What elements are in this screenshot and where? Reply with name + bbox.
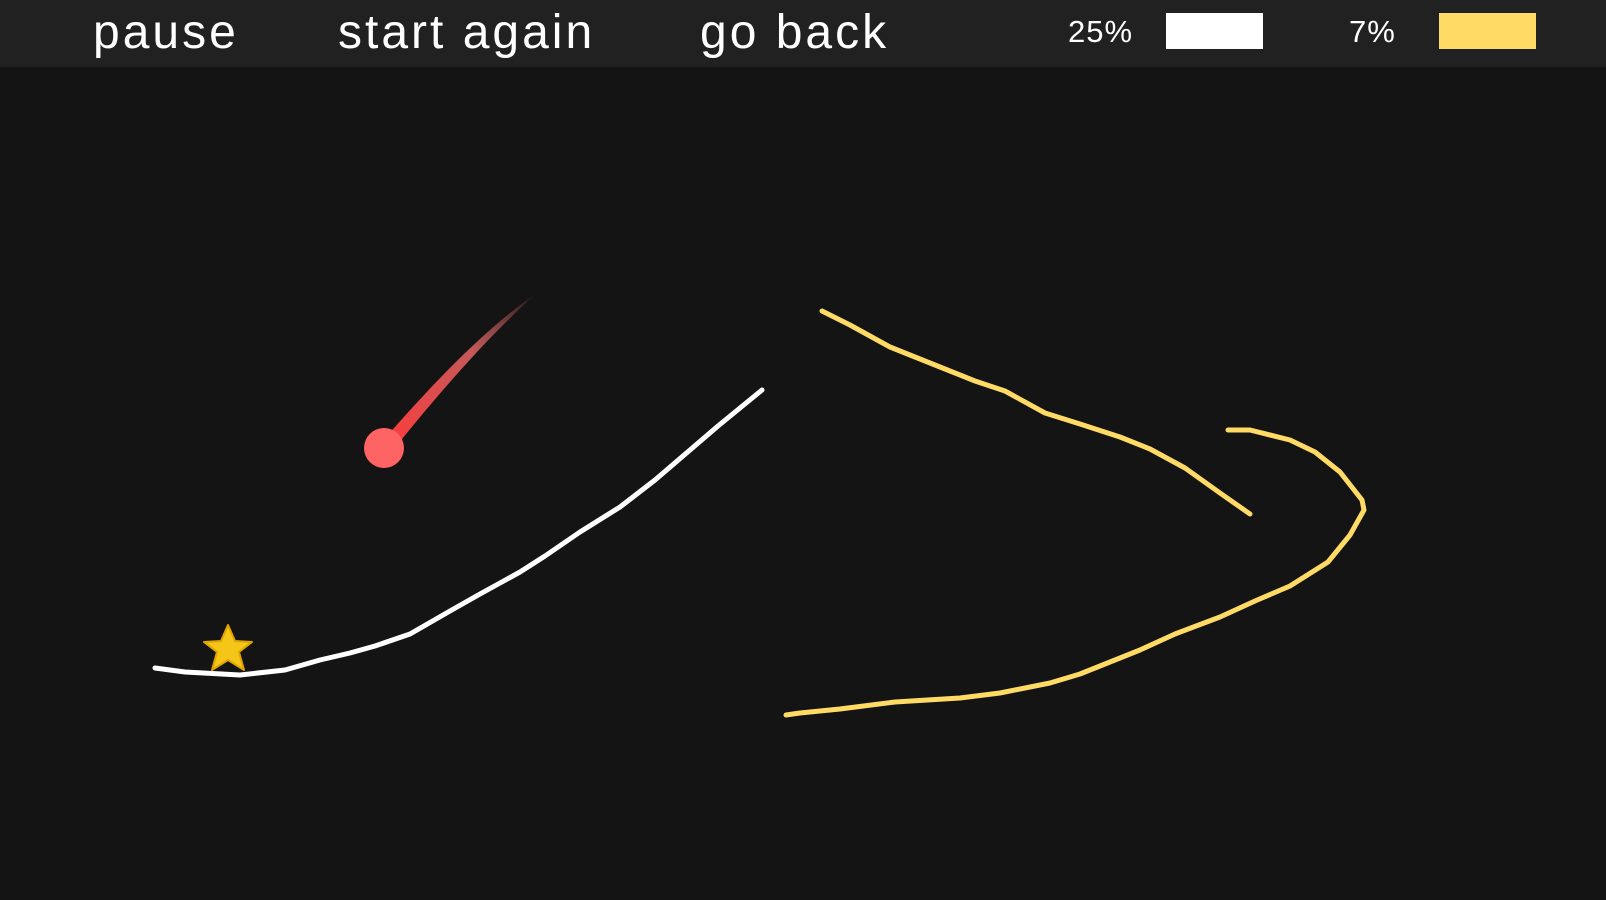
star-icon [203, 624, 253, 671]
game-canvas[interactable] [0, 67, 1606, 900]
white-drawn-line [152, 387, 765, 678]
yellow-ink-swatch[interactable] [1439, 13, 1536, 49]
white-ink-percent: 25% [1068, 14, 1134, 49]
ball-icon [364, 428, 404, 468]
go-back-button[interactable]: go back [700, 6, 890, 59]
yellow-ink-percent: 7% [1349, 14, 1396, 49]
yellow-drawn-line [783, 427, 1367, 718]
white-ink-swatch[interactable] [1166, 13, 1263, 49]
top-toolbar: pause start again go back 25% 7% [0, 0, 1606, 67]
yellow-drawn-line [819, 308, 1253, 517]
start-again-button[interactable]: start again [338, 6, 596, 59]
pause-button[interactable]: pause [93, 6, 239, 59]
ball-trail [380, 293, 537, 444]
